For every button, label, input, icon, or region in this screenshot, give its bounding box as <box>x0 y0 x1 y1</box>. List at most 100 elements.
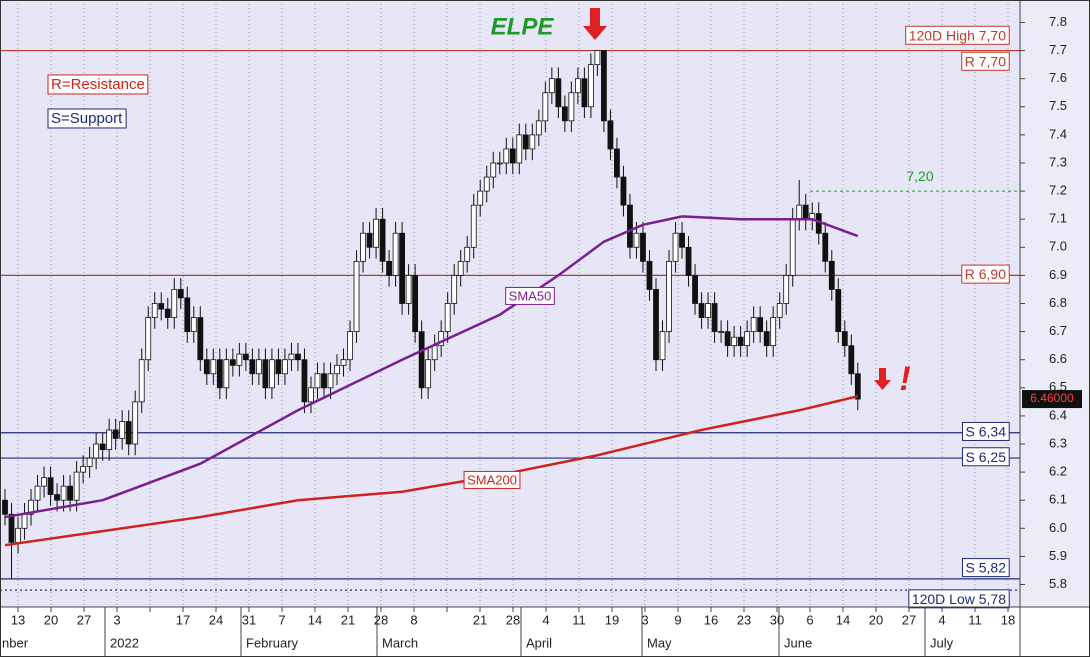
marks <box>0 49 1020 591</box>
candle-body <box>412 274 419 333</box>
x-tick-label: 27 <box>77 612 91 627</box>
candle-body <box>392 232 399 276</box>
x-tick-label: 28 <box>506 612 520 627</box>
candle-body <box>685 246 692 276</box>
y-tick-label: 6.1 <box>1049 492 1067 507</box>
candle-body <box>210 359 217 375</box>
level-box <box>961 264 1010 284</box>
candle-body <box>282 359 288 375</box>
candle-body <box>288 353 295 361</box>
candle-body <box>112 429 119 439</box>
candle-body <box>581 78 588 108</box>
candle-body <box>275 359 282 375</box>
candle-body <box>477 190 484 206</box>
x-tick-label: 11 <box>572 612 586 627</box>
x-tick-label: 19 <box>605 612 619 627</box>
candle-body <box>607 120 614 150</box>
candle-body <box>659 331 666 361</box>
level-label: R 7,70 <box>965 53 1006 69</box>
y-tick-label: 6.7 <box>1049 323 1067 338</box>
candle-body <box>8 513 15 543</box>
candle-body <box>321 373 327 389</box>
chart-title: ELPE <box>491 13 555 40</box>
candle-body <box>835 289 842 333</box>
candle-body <box>776 303 783 318</box>
candle-body <box>711 303 718 333</box>
month-label: July <box>930 635 954 650</box>
candle-body <box>60 485 67 501</box>
candle-body <box>216 359 223 389</box>
x-tick-label: 30 <box>770 612 784 627</box>
y-tick-label: 6.4 <box>1049 407 1067 422</box>
candle-body <box>340 359 347 366</box>
candle-body <box>705 303 711 318</box>
candle-body <box>854 373 861 400</box>
month-label: nber <box>2 635 29 650</box>
month-label: April <box>526 635 552 650</box>
x-tick-label: 31 <box>242 612 256 627</box>
candle-body <box>125 421 132 445</box>
candle-body <box>640 232 646 262</box>
price-tag-label: 6.46000 <box>1030 391 1074 405</box>
month-label: May <box>647 635 672 650</box>
candle-body <box>138 359 145 403</box>
price-tag <box>1022 390 1082 409</box>
candle-body <box>516 134 523 164</box>
x-tick-label: 14 <box>836 612 850 627</box>
x-tick-label: 6 <box>806 612 813 627</box>
candle-body <box>54 494 60 501</box>
x-tick-label: 7 <box>278 612 285 627</box>
candle-body <box>828 260 835 290</box>
candle-body <box>255 359 262 375</box>
level-label: 120D High 7,70 <box>909 27 1007 43</box>
candle-body <box>47 477 54 495</box>
level-label: 120D Low 5,78 <box>912 591 1006 607</box>
candle-body <box>229 359 236 366</box>
sma-line <box>4 215 859 519</box>
y-tick-label: 6.0 <box>1049 520 1067 535</box>
candle-body <box>666 260 672 333</box>
candle-body <box>451 274 458 304</box>
candle-body <box>151 303 158 318</box>
x-tick-label: 21 <box>473 612 487 627</box>
candle-body <box>789 218 796 276</box>
level-label: S 6,25 <box>966 449 1007 465</box>
candle-body <box>568 92 575 122</box>
candle-body <box>93 443 100 459</box>
x-tick-label: 8 <box>410 612 417 627</box>
labels: 5.85.96.06.16.26.36.46.56.66.76.86.97.07… <box>2 14 1082 650</box>
y-tick-label: 6.9 <box>1049 267 1067 282</box>
candle-body <box>588 64 594 108</box>
candle-body <box>334 364 340 375</box>
candle-body <box>366 232 373 248</box>
candle-body <box>106 429 113 451</box>
candle-body <box>145 317 152 361</box>
candle-body <box>490 162 497 178</box>
candle-body <box>848 345 855 375</box>
level-box <box>962 421 1010 441</box>
candle-body <box>646 260 653 290</box>
candle-body <box>353 260 360 333</box>
sma-label: SMA200 <box>467 472 517 487</box>
level-label: R 6,90 <box>965 266 1006 282</box>
candle-body <box>190 317 197 333</box>
candle-body <box>405 274 412 304</box>
x-tick-label: 20 <box>44 612 58 627</box>
candle-body <box>242 353 249 361</box>
level-box <box>961 51 1010 71</box>
candle-body <box>28 499 34 515</box>
candle-body <box>399 232 406 304</box>
arrow <box>583 8 607 40</box>
level-box <box>905 25 1010 45</box>
candle-body <box>347 331 353 361</box>
candle-body <box>373 218 379 248</box>
x-tick-label: 21 <box>341 612 355 627</box>
candle-body <box>184 297 191 333</box>
candle-body <box>470 204 477 248</box>
candle-body <box>783 274 790 304</box>
candle-body <box>223 359 230 389</box>
candle-body <box>295 353 301 361</box>
y-tick-label: 7.0 <box>1049 239 1067 254</box>
y-tick-label: 6.2 <box>1049 464 1067 479</box>
candle-body <box>802 204 809 220</box>
